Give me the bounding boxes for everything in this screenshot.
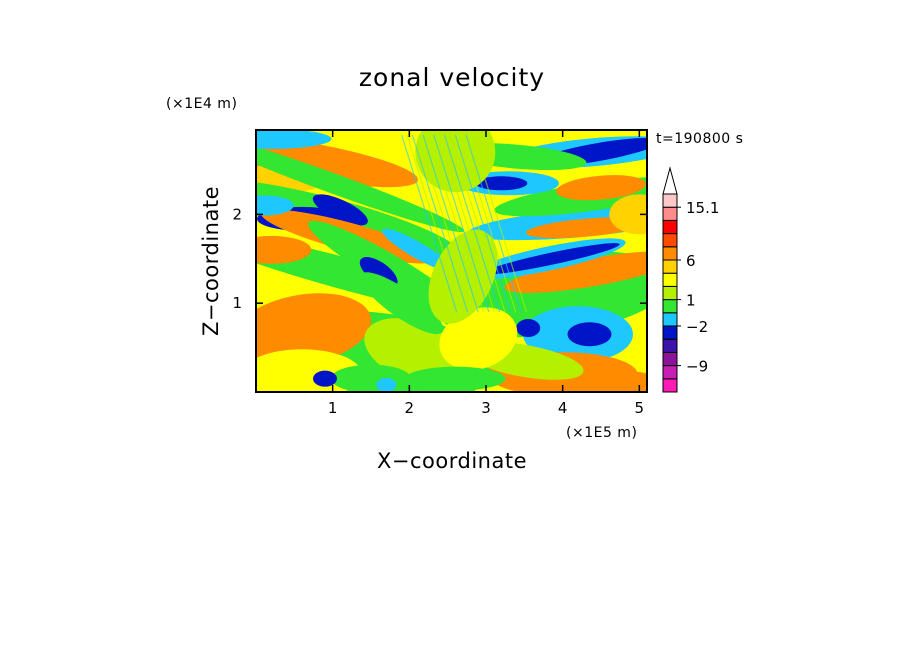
colorbar-tick-label: 6 (686, 252, 696, 270)
x-tick-label: 3 (481, 399, 491, 417)
field-contour-green (256, 134, 465, 233)
colorbar-segment (662, 206, 678, 221)
x-axis: 1 2 3 4 5 (328, 130, 644, 417)
y-axis-unit: (×1E4 m) (166, 96, 237, 112)
field-contour-green (331, 364, 411, 392)
field-striation (470, 134, 528, 313)
y-axis: 12 (232, 205, 647, 312)
field-contour-blue (313, 370, 337, 387)
colorbar-segment (662, 233, 678, 248)
x-tick-label: 4 (558, 399, 568, 417)
field-striation (411, 134, 468, 313)
field-contour-cyan (382, 228, 452, 272)
colorbar-ticks: 15.1 6 1 −2 −9 (677, 199, 719, 376)
field-contour-orange (504, 251, 647, 293)
field-contour-yellow (439, 307, 518, 371)
field-striation (444, 134, 501, 313)
colorbar (662, 166, 678, 393)
field-contour-orange (584, 371, 647, 392)
field-striation (417, 134, 474, 313)
field-contour-blue (312, 194, 368, 226)
y-tick-label: 1 (232, 294, 242, 312)
colorbar-segment (662, 351, 678, 367)
field-striation (438, 134, 495, 313)
colorbar-segment (662, 259, 678, 274)
colorbar-segment (662, 378, 678, 393)
field-striation (422, 134, 479, 313)
field-contour-blue (482, 243, 620, 275)
y-axis-label: Z−coordinate (199, 186, 223, 336)
field-striation (427, 134, 485, 313)
field-contour-orange (256, 293, 372, 367)
field-contour-orange (256, 135, 419, 188)
field-striation (406, 134, 463, 313)
field-contour-cyan (256, 130, 332, 149)
time-label: t=190800 s (656, 131, 743, 147)
colorbar-extend-arrow (662, 166, 678, 195)
x-tick-label: 1 (328, 399, 338, 417)
field-contour-cyan (376, 377, 397, 392)
chart-title: zonal velocity (359, 63, 545, 92)
colorbar-tick-label: −2 (686, 318, 708, 336)
velocity-field (256, 130, 647, 392)
colorbar-segment (662, 272, 678, 287)
colorbar-segment (662, 219, 678, 235)
field-striation (465, 134, 522, 313)
field-contour-green (405, 366, 506, 391)
x-tick-label: 2 (405, 399, 415, 417)
field-contour-amber (609, 194, 647, 235)
field-contour-green (359, 272, 444, 335)
field-contour-orange (556, 175, 646, 201)
y-tick-label: 2 (232, 205, 242, 223)
plot-frame (255, 129, 648, 393)
field-striation (460, 134, 517, 313)
colorbar-tick-label: 1 (686, 292, 696, 310)
colorbar-segment (662, 193, 678, 208)
field-contour-cyan (256, 195, 294, 216)
field-contour-blue (567, 322, 612, 347)
field-striation (454, 134, 511, 313)
field-contour-orange (256, 235, 312, 264)
colorbar-segment (662, 325, 678, 340)
colorbar-tick-label: −9 (686, 358, 708, 376)
colorbar-segment (662, 338, 678, 353)
field-striation (433, 134, 490, 313)
colorbar-segment (662, 299, 678, 314)
field-striation (449, 134, 506, 313)
x-tick-label: 5 (635, 399, 645, 417)
colorbar-segment (662, 246, 678, 261)
colorbar-segment (662, 365, 678, 380)
colorbar-segment (662, 312, 678, 327)
field-striation (401, 134, 458, 313)
x-axis-unit: (×1E5 m) (566, 425, 637, 441)
colorbar-tick-label: 15.1 (686, 199, 719, 217)
colorbar-segment (662, 285, 678, 301)
field-contour-blue (475, 176, 528, 191)
field-contour-blue (516, 319, 541, 338)
x-axis-label: X−coordinate (377, 449, 527, 473)
